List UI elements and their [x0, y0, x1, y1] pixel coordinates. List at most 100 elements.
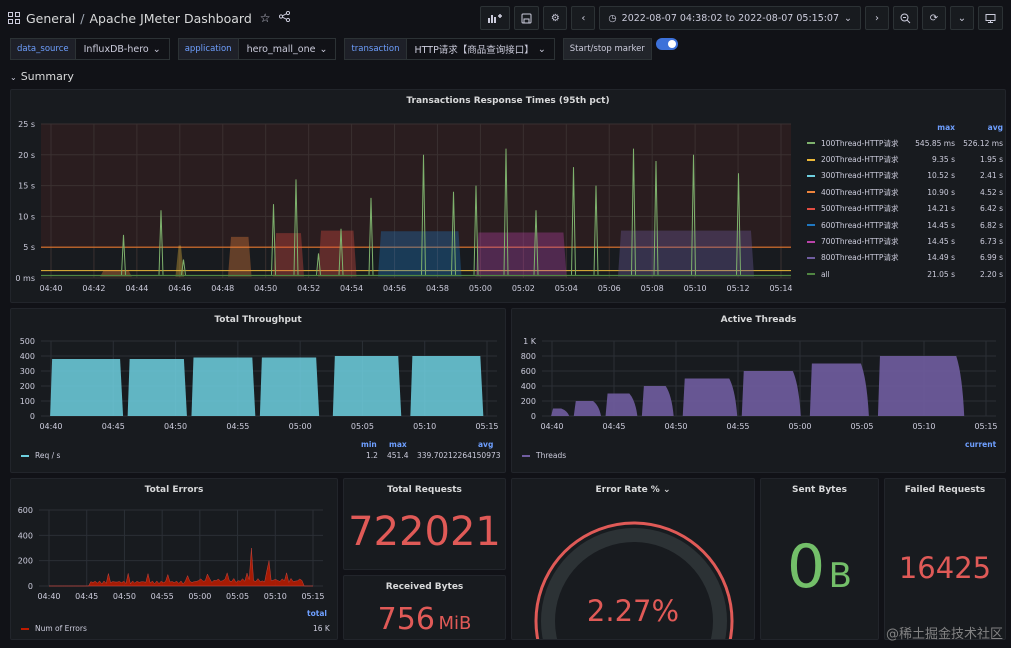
panel-sent-bytes[interactable]: Sent Bytes 0 B	[760, 478, 879, 640]
legend-series-name[interactable]: Num of Errors	[35, 624, 87, 633]
x-tick-label: 04:50	[664, 422, 687, 431]
x-tick-label: 04:54	[340, 284, 363, 293]
x-tick-label: 04:48	[211, 284, 234, 293]
legend-header-max: max	[937, 123, 955, 132]
row-summary[interactable]: ⌄ Summary	[10, 70, 74, 83]
save-dashboard-button[interactable]	[514, 6, 540, 30]
legend-header-avg: avg	[987, 123, 1003, 132]
legend-series-name: 800Thread-HTTP请求	[821, 253, 899, 263]
time-forward-button[interactable]: ›	[865, 6, 889, 30]
variable-select[interactable]: HTTP请求【商品查询接口】 ⌄	[406, 38, 555, 60]
panel-throughput[interactable]: Total Throughput 500 400 300 200 100 0 04:40 04…	[10, 308, 506, 473]
legend-max-value: 14.45 s	[927, 220, 955, 230]
all-series-spike	[533, 210, 539, 275]
x-tick-label: 05:06	[598, 284, 621, 293]
panel-active-threads[interactable]: Active Threads 1 K 800 600 400 200 0 04:40 04:4…	[511, 308, 1006, 473]
legend-max-value: 545.85 ms	[915, 138, 955, 148]
variable-application[interactable]: application hero_mall_one ⌄	[177, 38, 337, 60]
y-tick-label: 100	[20, 397, 35, 406]
total-requests-value: 722021	[348, 509, 501, 555]
variable-select[interactable]: hero_mall_one ⌄	[238, 38, 337, 60]
chevron-right-icon: ›	[875, 12, 879, 24]
panel-title: Total Requests	[387, 485, 462, 495]
tv-mode-button[interactable]	[978, 6, 1003, 30]
panel-total-requests[interactable]: Total Requests 722021	[343, 478, 506, 570]
all-series-spike	[338, 228, 344, 275]
panel-failed-requests[interactable]: Failed Requests 16425	[884, 478, 1006, 640]
star-icon[interactable]: ☆	[259, 11, 271, 25]
x-tick-label: 04:52	[297, 284, 320, 293]
x-tick-label: 05:10	[912, 422, 935, 431]
chevron-down-icon: ⌄	[152, 43, 161, 55]
dashboard-title[interactable]: Apache JMeter Dashboard	[89, 10, 252, 26]
variable-select[interactable]: InfluxDB-hero ⌄	[75, 38, 170, 60]
y-tick-label: 0	[28, 582, 33, 591]
x-tick-label: 04:40	[540, 422, 563, 431]
legend-row[interactable]: 400Thread-HTTP请求 10.90 s 4.52 s	[807, 184, 1003, 200]
watermark: @稀土掘金技术社区	[885, 627, 1003, 642]
x-tick-label: 05:15	[475, 422, 498, 431]
share-icon[interactable]	[278, 10, 290, 25]
chevron-down-icon[interactable]: ⌄	[662, 485, 671, 495]
dashboards-grid-icon[interactable]	[8, 12, 20, 24]
chevron-down-icon: ⌄	[957, 12, 967, 24]
panel-title: Total Throughput	[214, 315, 302, 325]
legend-series-name: 400Thread-HTTP请求	[821, 187, 899, 197]
legend-row[interactable]: 200Thread-HTTP请求 9.35 s 1.95 s	[807, 151, 1003, 167]
variable-data-source[interactable]: data_source InfluxDB-hero ⌄	[10, 38, 170, 60]
breadcrumb-folder[interactable]: General	[26, 10, 76, 26]
time-back-button[interactable]: ‹	[571, 6, 596, 30]
x-tick-label: 04:50	[113, 592, 136, 601]
x-tick-label: 05:05	[226, 592, 249, 601]
threads-area	[641, 386, 674, 416]
legend-swatch	[807, 240, 815, 243]
settings-button[interactable]: ⚙	[543, 6, 568, 30]
sent-bytes-stat: 0 B	[761, 532, 878, 602]
throughput-area	[410, 356, 484, 416]
refresh-interval-button[interactable]: ⌄	[950, 6, 974, 30]
variable-transaction[interactable]: transaction HTTP请求【商品查询接口】 ⌄	[344, 38, 555, 60]
y-tick-label: 10 s	[18, 212, 35, 221]
legend-avg-value: 4.52 s	[980, 187, 1003, 197]
x-tick-label: 05:10	[264, 592, 287, 601]
failed-requests-value: 16425	[898, 551, 992, 585]
x-tick-label: 05:00	[188, 592, 211, 601]
legend-row[interactable]: 300Thread-HTTP请求 10.52 s 2.41 s	[807, 168, 1003, 184]
legend-row[interactable]: 700Thread-HTTP请求 14.45 s 6.73 s	[807, 233, 1003, 249]
legend-series-name: 500Thread-HTTP请求	[821, 204, 899, 214]
marker-toggle[interactable]	[655, 38, 678, 50]
throughput-area	[259, 357, 320, 416]
legend-series-name[interactable]: Threads	[536, 451, 567, 460]
x-tick-label: 04:45	[102, 422, 125, 431]
panel-total-errors[interactable]: Total Errors 600 400 200 0 04:40 04:45 04:50 04…	[10, 478, 338, 640]
legend-max-value: 21.05 s	[927, 269, 955, 279]
refresh-button[interactable]: ⟳	[922, 6, 946, 30]
y-tick-label: 500	[20, 337, 35, 346]
y-tick-label: 400	[20, 352, 35, 361]
start-stop-marker[interactable]: Start/stop marker	[562, 38, 678, 60]
legend-row[interactable]: all 21.05 s 2.20 s	[807, 266, 1003, 282]
y-tick-label: 0	[531, 412, 536, 421]
legend-series-name[interactable]: Req / s	[35, 451, 61, 460]
panel-response-times[interactable]: Transactions Response Times (95th pct) 2…	[10, 89, 1006, 303]
panel-received-bytes[interactable]: Received Bytes 756 MiB	[343, 575, 506, 640]
zoom-out-button[interactable]	[893, 6, 918, 30]
all-series-spike	[158, 210, 164, 275]
legend-row[interactable]: 500Thread-HTTP请求 14.21 s 6.42 s	[807, 201, 1003, 217]
chevron-down-icon: ⌄	[537, 43, 546, 55]
x-tick-label: 04:58	[426, 284, 449, 293]
legend-series-name: 200Thread-HTTP请求	[821, 155, 899, 165]
legend-swatch	[807, 158, 815, 161]
x-tick-label: 04:50	[164, 422, 187, 431]
error-rate-value: 2.27%	[586, 594, 680, 628]
threads-area	[809, 363, 869, 416]
legend-row[interactable]: 600Thread-HTTP请求 14.45 s 6.82 s	[807, 217, 1003, 233]
legend-row[interactable]: 100Thread-HTTP请求 545.85 ms 526.12 ms	[807, 135, 1003, 151]
legend-row[interactable]: 800Thread-HTTP请求 14.49 s 6.99 s	[807, 250, 1003, 266]
x-tick-label: 04:46	[168, 284, 191, 293]
panel-error-rate[interactable]: Error Rate % ⌄ 2.27%	[511, 478, 755, 640]
add-panel-button[interactable]	[480, 6, 511, 30]
time-picker-button[interactable]: ◷ 2022-08-07 04:38:02 to 2022-08-07 05:1…	[599, 6, 861, 30]
all-series-spike	[736, 173, 741, 275]
legend-max-value: 14.49 s	[927, 253, 955, 263]
